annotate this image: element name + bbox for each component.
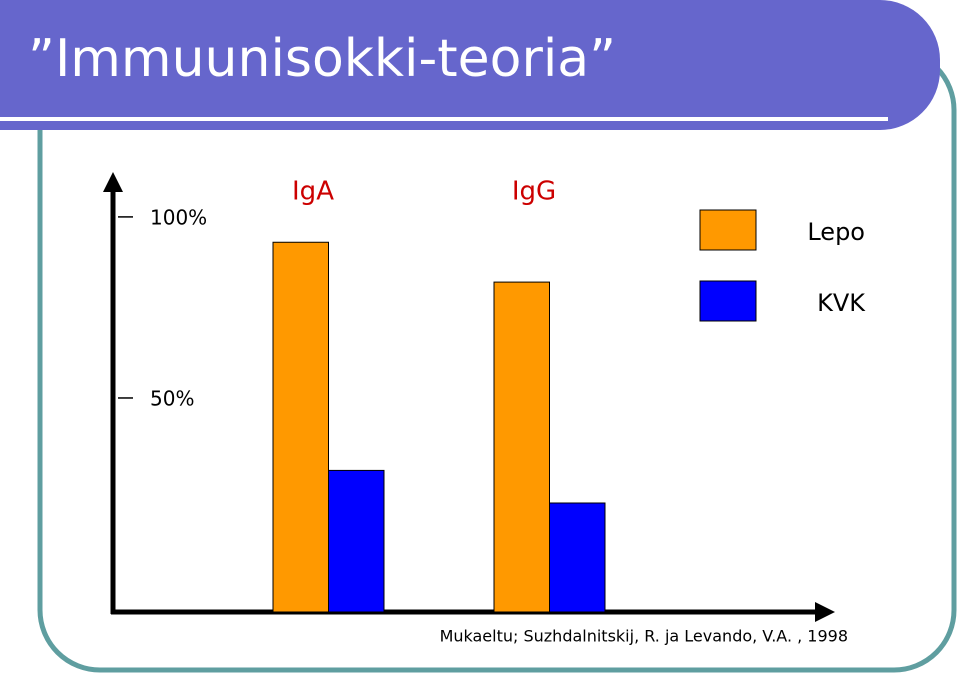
title-band [0, 0, 940, 130]
source-note: Mukaeltu; Suzhdalnitskij, R. ja Levando,… [440, 627, 848, 646]
bar [549, 502, 606, 613]
y-tick-label: 100% [150, 205, 207, 229]
bar [493, 281, 550, 613]
x-axis-arrow [815, 602, 835, 622]
legend-label: Lepo [807, 218, 865, 246]
legend-swatch [699, 209, 757, 251]
legend-label: KVK [817, 289, 866, 317]
y-axis-arrow [103, 172, 123, 192]
category-label: IgA [292, 177, 334, 207]
bar [328, 469, 385, 613]
slide-title: ”Immuunisokki-teoria” [28, 29, 616, 89]
legend-swatch [699, 280, 757, 322]
bar [272, 241, 329, 613]
y-tick-label: 50% [150, 386, 194, 410]
category-label: IgG [512, 177, 556, 207]
